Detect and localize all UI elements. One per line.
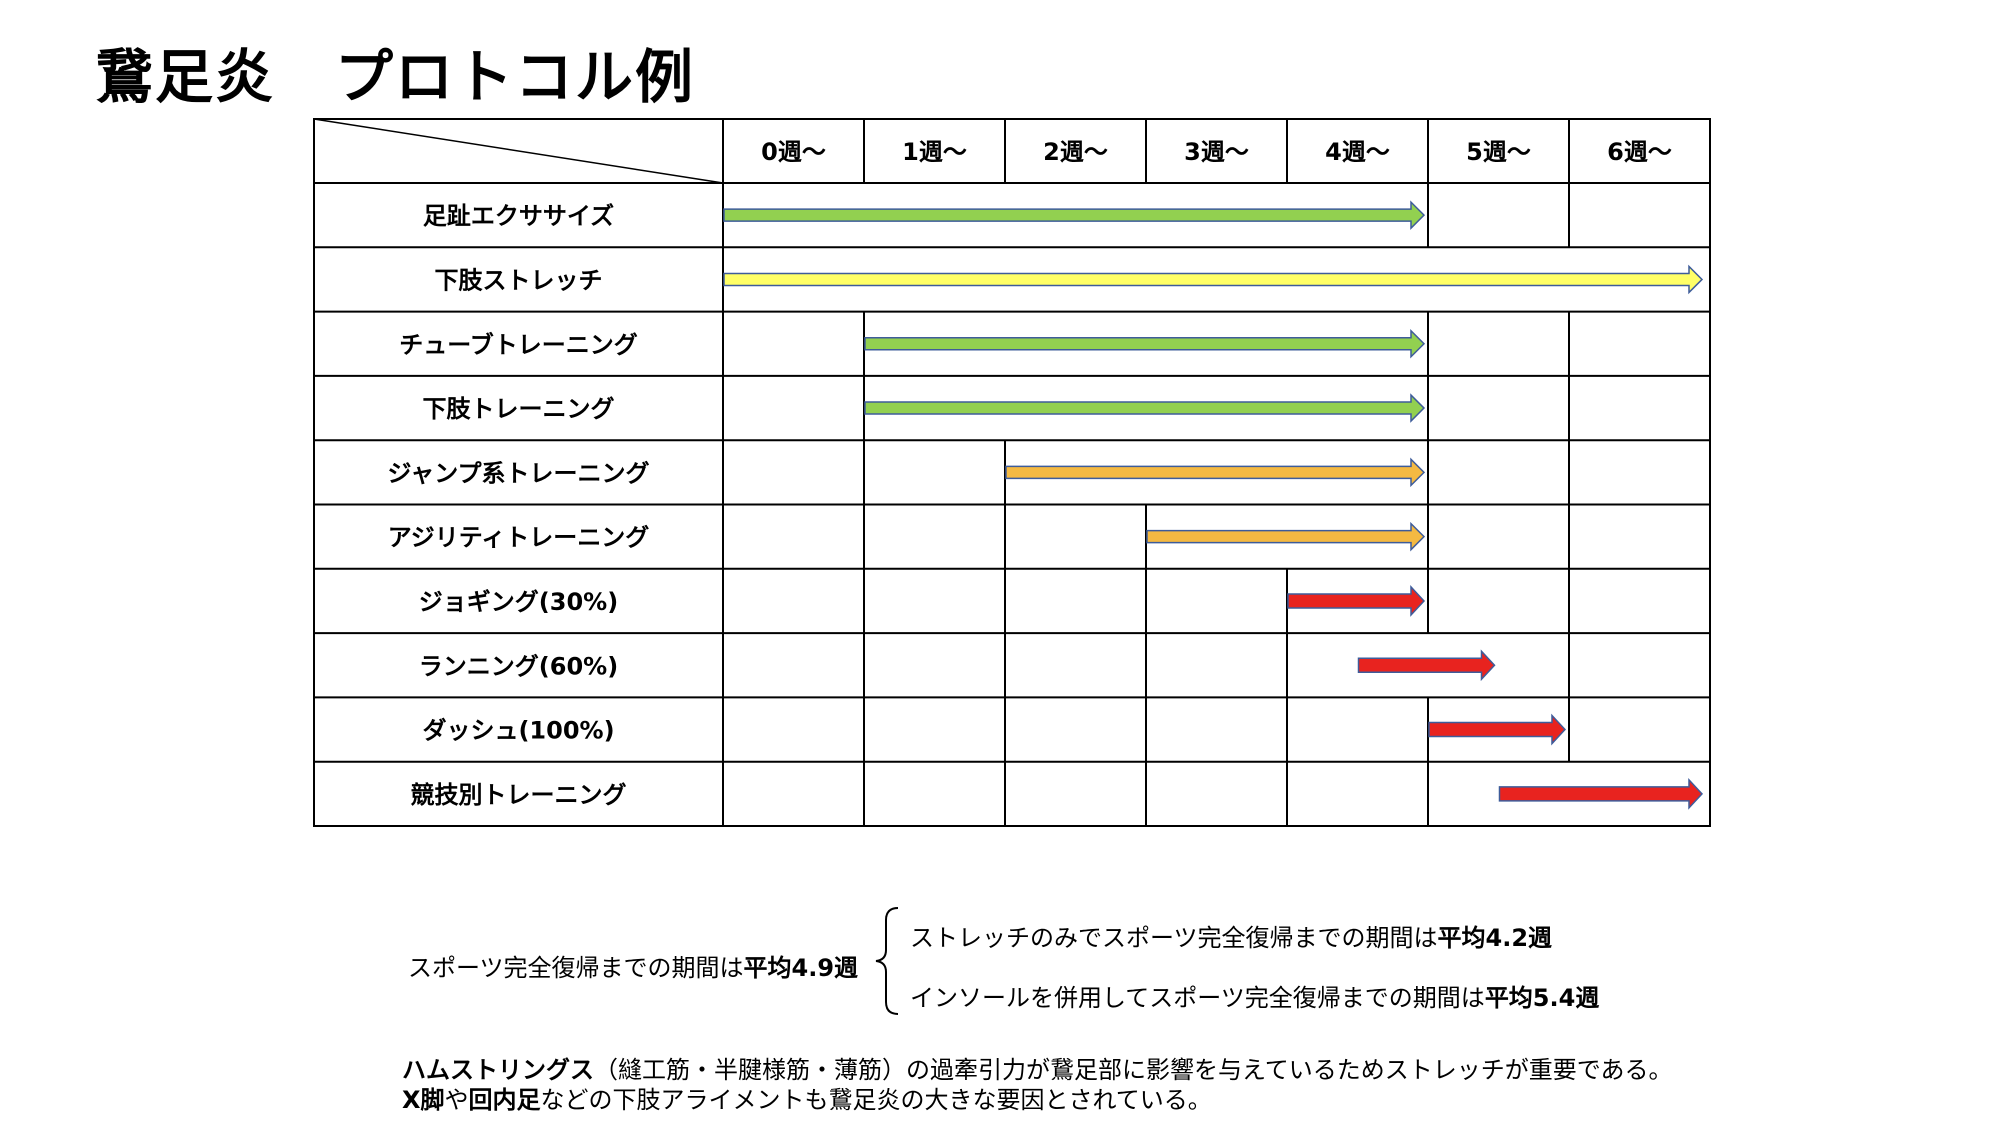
phase-arrow-8 <box>1428 713 1567 746</box>
average-return-prefix: スポーツ完全復帰までの期間は <box>408 954 744 982</box>
week-header-3: 3週〜 <box>1184 138 1249 166</box>
phase-label-3: 下肢トレーニング <box>423 395 615 423</box>
phase-arrow-0 <box>723 200 1426 230</box>
stretch-only-prefix: ストレッチのみでスポーツ完全復帰までの期間は <box>910 924 1438 952</box>
phase-label-6: ジョギング(30%) <box>419 588 618 616</box>
phase-label-7: ランニング(60%) <box>419 652 618 680</box>
average-return-note: スポーツ完全復帰までの期間は平均4.9週 <box>408 948 858 983</box>
hamstring-text: （縫工筋・半腱様筋・薄筋）の過牽引力が鵞足部に影響を与えているためストレッチが重… <box>594 1056 1673 1084</box>
phase-label-5: アジリティトレーニング <box>388 524 650 552</box>
week-header-4: 4週〜 <box>1325 138 1390 166</box>
stretch-only-value: 平均4.2週 <box>1437 924 1553 952</box>
phase-arrow-3 <box>864 393 1426 423</box>
phase-label-9: 競技別トレーニング <box>411 781 627 809</box>
week-header-2: 2週〜 <box>1043 138 1108 166</box>
x-leg-term: X脚 <box>402 1086 445 1114</box>
phase-arrow-2 <box>864 328 1426 359</box>
phase-arrow-7 <box>1357 649 1496 682</box>
week-header-1: 1週〜 <box>902 138 967 166</box>
stretch-only-note: ストレッチのみでスポーツ完全復帰までの期間は平均4.2週 <box>910 918 1552 953</box>
phase-label-8: ダッシュ(100%) <box>422 717 614 745</box>
week-header-0: 0週〜 <box>761 138 826 166</box>
phase-label-4: ジャンプ系トレーニング <box>387 459 649 487</box>
alignment-text: などの下肢アライメントも鵞足炎の大きな要因とされている。 <box>540 1086 1212 1114</box>
header-diagonal <box>313 118 724 184</box>
page-title: 鵞足炎 プロトコル例 <box>95 43 696 111</box>
alignment-connector: や <box>444 1086 469 1114</box>
alignment-note: X脚や回内足などの下肢アライメントも鵞足炎の大きな要因とされている。 <box>402 1080 1212 1115</box>
phase-arrow-4 <box>1005 457 1426 488</box>
phase-label-2: チューブトレーニング <box>399 331 638 359</box>
phase-arrow-9 <box>1498 777 1704 810</box>
week-header-6: 6週〜 <box>1607 138 1672 166</box>
phase-arrow-5 <box>1146 521 1426 552</box>
insole-note: インソールを併用してスポーツ完全復帰までの期間は平均5.4週 <box>910 978 1599 1013</box>
week-header-5: 5週〜 <box>1466 138 1531 166</box>
phase-label-0: 足趾エクササイズ <box>423 202 614 230</box>
phase-arrow-6 <box>1287 585 1426 617</box>
hamstring-term: ハムストリングス <box>402 1056 594 1084</box>
brace-icon <box>875 907 899 1015</box>
phase-arrow-1 <box>723 264 1704 295</box>
insole-prefix: インソールを併用してスポーツ完全復帰までの期間は <box>910 984 1485 1012</box>
hamstring-note: ハムストリングス（縫工筋・半腱様筋・薄筋）の過牽引力が鵞足部に影響を与えているた… <box>402 1050 1673 1085</box>
insole-value: 平均5.4週 <box>1484 984 1600 1012</box>
phase-label-1: 下肢ストレッチ <box>435 266 603 294</box>
pronation-term: 回内足 <box>468 1086 541 1114</box>
average-return-value: 平均4.9週 <box>743 954 859 982</box>
